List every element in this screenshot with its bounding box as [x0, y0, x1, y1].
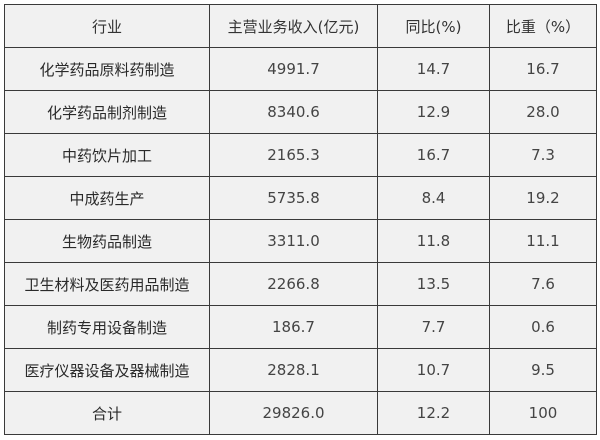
industry-cell: 中成药生产	[4, 176, 210, 220]
yoy-cell: 12.2	[377, 391, 490, 435]
industry-cell: 化学药品原料药制造	[4, 47, 210, 91]
table-row: 化学药品制剂制造 8340.6 12.9 28.0	[4, 90, 597, 134]
revenue-cell: 2266.8	[209, 262, 378, 306]
table-row: 卫生材料及医药用品制造 2266.8 13.5 7.6	[4, 262, 597, 306]
industry-cell: 中药饮片加工	[4, 133, 210, 177]
revenue-cell: 2165.3	[209, 133, 378, 177]
table-row: 化学药品原料药制造 4991.7 14.7 16.7	[4, 47, 597, 91]
industry-cell: 化学药品制剂制造	[4, 90, 210, 134]
industry-cell: 卫生材料及医药用品制造	[4, 262, 210, 306]
revenue-cell: 4991.7	[209, 47, 378, 91]
yoy-cell: 7.7	[377, 305, 490, 349]
revenue-cell: 2828.1	[209, 348, 378, 392]
header-share: 比重（%）	[489, 4, 597, 48]
share-cell: 16.7	[489, 47, 597, 91]
yoy-cell: 14.7	[377, 47, 490, 91]
table-row: 医疗仪器设备及器械制造 2828.1 10.7 9.5	[4, 348, 597, 392]
revenue-cell: 3311.0	[209, 219, 378, 263]
share-cell: 7.6	[489, 262, 597, 306]
revenue-cell: 186.7	[209, 305, 378, 349]
header-industry: 行业	[4, 4, 210, 48]
total-row: 合计 29826.0 12.2 100	[4, 391, 597, 435]
industry-cell: 合计	[4, 391, 210, 435]
industry-revenue-table: 行业 主营业务收入(亿元) 同比(%) 比重（%） 化学药品原料药制造 4991.…	[4, 4, 597, 435]
yoy-cell: 16.7	[377, 133, 490, 177]
header-revenue: 主营业务收入(亿元)	[209, 4, 378, 48]
table-row: 中药饮片加工 2165.3 16.7 7.3	[4, 133, 597, 177]
share-cell: 100	[489, 391, 597, 435]
table-header-row: 行业 主营业务收入(亿元) 同比(%) 比重（%）	[4, 4, 597, 48]
revenue-cell: 29826.0	[209, 391, 378, 435]
industry-cell: 制药专用设备制造	[4, 305, 210, 349]
yoy-cell: 10.7	[377, 348, 490, 392]
yoy-cell: 11.8	[377, 219, 490, 263]
share-cell: 19.2	[489, 176, 597, 220]
share-cell: 7.3	[489, 133, 597, 177]
revenue-cell: 8340.6	[209, 90, 378, 134]
share-cell: 28.0	[489, 90, 597, 134]
revenue-cell: 5735.8	[209, 176, 378, 220]
table-row: 制药专用设备制造 186.7 7.7 0.6	[4, 305, 597, 349]
industry-cell: 医疗仪器设备及器械制造	[4, 348, 210, 392]
share-cell: 11.1	[489, 219, 597, 263]
industry-cell: 生物药品制造	[4, 219, 210, 263]
yoy-cell: 13.5	[377, 262, 490, 306]
share-cell: 0.6	[489, 305, 597, 349]
yoy-cell: 12.9	[377, 90, 490, 134]
table-row: 中成药生产 5735.8 8.4 19.2	[4, 176, 597, 220]
share-cell: 9.5	[489, 348, 597, 392]
yoy-cell: 8.4	[377, 176, 490, 220]
header-yoy: 同比(%)	[377, 4, 490, 48]
table-row: 生物药品制造 3311.0 11.8 11.1	[4, 219, 597, 263]
